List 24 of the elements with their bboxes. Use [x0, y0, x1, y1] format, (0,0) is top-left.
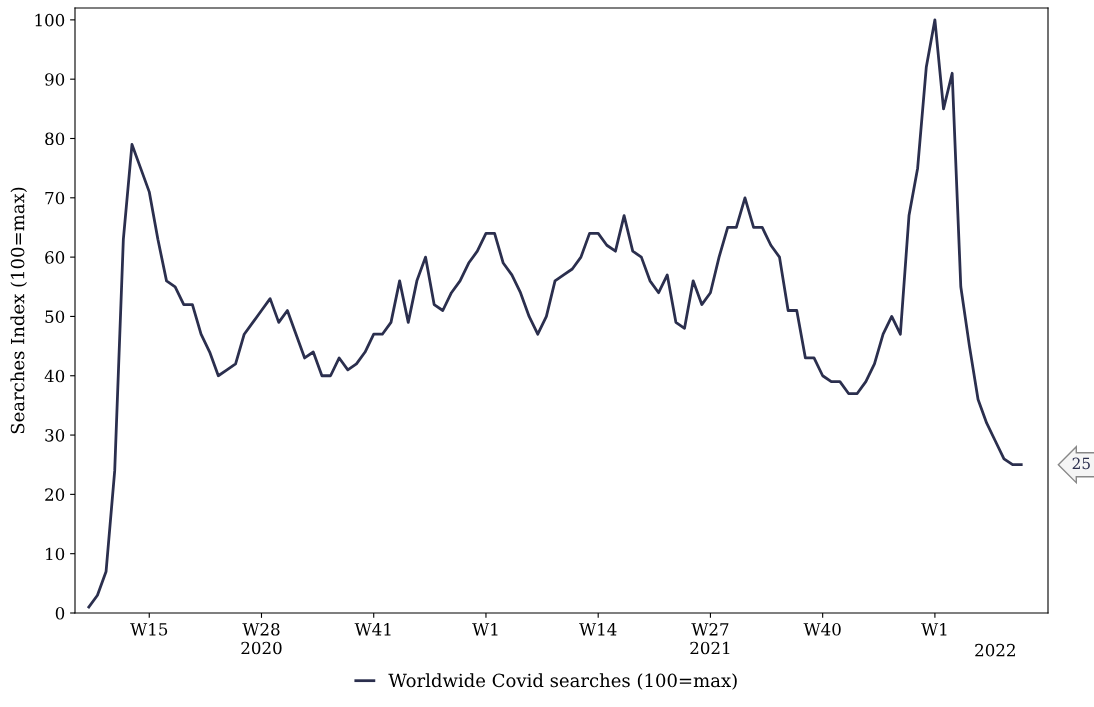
x-tick-label: W14	[579, 623, 617, 636]
x-tick-label: W1	[921, 623, 947, 636]
x-tick-label: W15	[130, 623, 168, 636]
line-series	[87, 18, 1023, 609]
y-tick-label: 40	[44, 369, 65, 383]
y-tick-label: 80	[45, 132, 65, 146]
x-tick-label: W40	[803, 623, 841, 636]
y-tick-label: 10	[46, 547, 65, 561]
y-tick-label: 90	[45, 73, 65, 86]
legend-label: Worldwide Covid searches (100=max)	[388, 673, 737, 690]
x-tick-label: 2022	[975, 643, 1015, 657]
x-tick-label: W28 2020	[241, 623, 282, 655]
y-tick-label: 70	[45, 191, 65, 205]
x-tick-label: W1	[472, 623, 498, 636]
y-tick-label: 20	[45, 488, 65, 501]
y-tick-label: 50	[45, 310, 65, 323]
x-tick-label: W27 2021	[690, 623, 730, 655]
y-tick-label: 60	[45, 251, 65, 264]
y-axis-title: Searches Index (100=max)	[10, 187, 27, 434]
text: 25	[1072, 457, 1090, 470]
y-tick-label: 100	[35, 13, 65, 27]
y-tick-label: 30	[45, 429, 65, 442]
x-tick-label: W41	[354, 623, 391, 636]
y-tick-label: 0	[55, 606, 65, 620]
